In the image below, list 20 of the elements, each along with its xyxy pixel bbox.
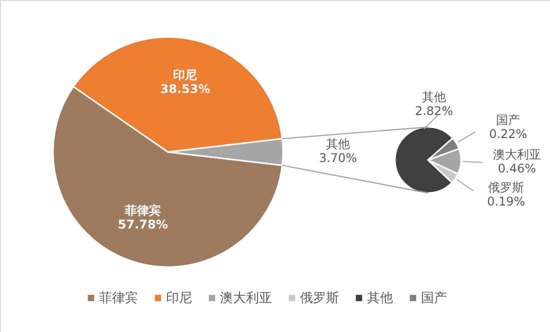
- slice-label: 其他: [422, 90, 446, 104]
- slice-label: 其他: [326, 137, 350, 151]
- data-label: 2.82%: [414, 104, 454, 118]
- slice-label: 菲律宾: [124, 204, 161, 218]
- data-label: 0.46%: [498, 162, 536, 176]
- data-label: 57.78%: [118, 218, 168, 232]
- data-label: 0.22%: [489, 126, 528, 141]
- legend-label: 国产: [421, 291, 447, 306]
- slice-label: 印尼: [173, 68, 198, 82]
- slice-label: 澳大利亚: [492, 148, 541, 162]
- legend-label: 俄罗斯: [300, 291, 339, 306]
- data-label: 38.53%: [160, 82, 210, 96]
- data-label: 0.19%: [487, 194, 526, 208]
- data-label: 3.70%: [318, 151, 358, 165]
- legend-label: 菲律宾: [99, 290, 138, 306]
- category-label: 澳大利亚: [220, 291, 272, 306]
- slice-label: 俄罗斯: [488, 180, 524, 194]
- legend-label: 其他: [367, 291, 393, 306]
- slice-label: 国产: [496, 112, 520, 127]
- legend-label: 印尼: [166, 291, 192, 306]
